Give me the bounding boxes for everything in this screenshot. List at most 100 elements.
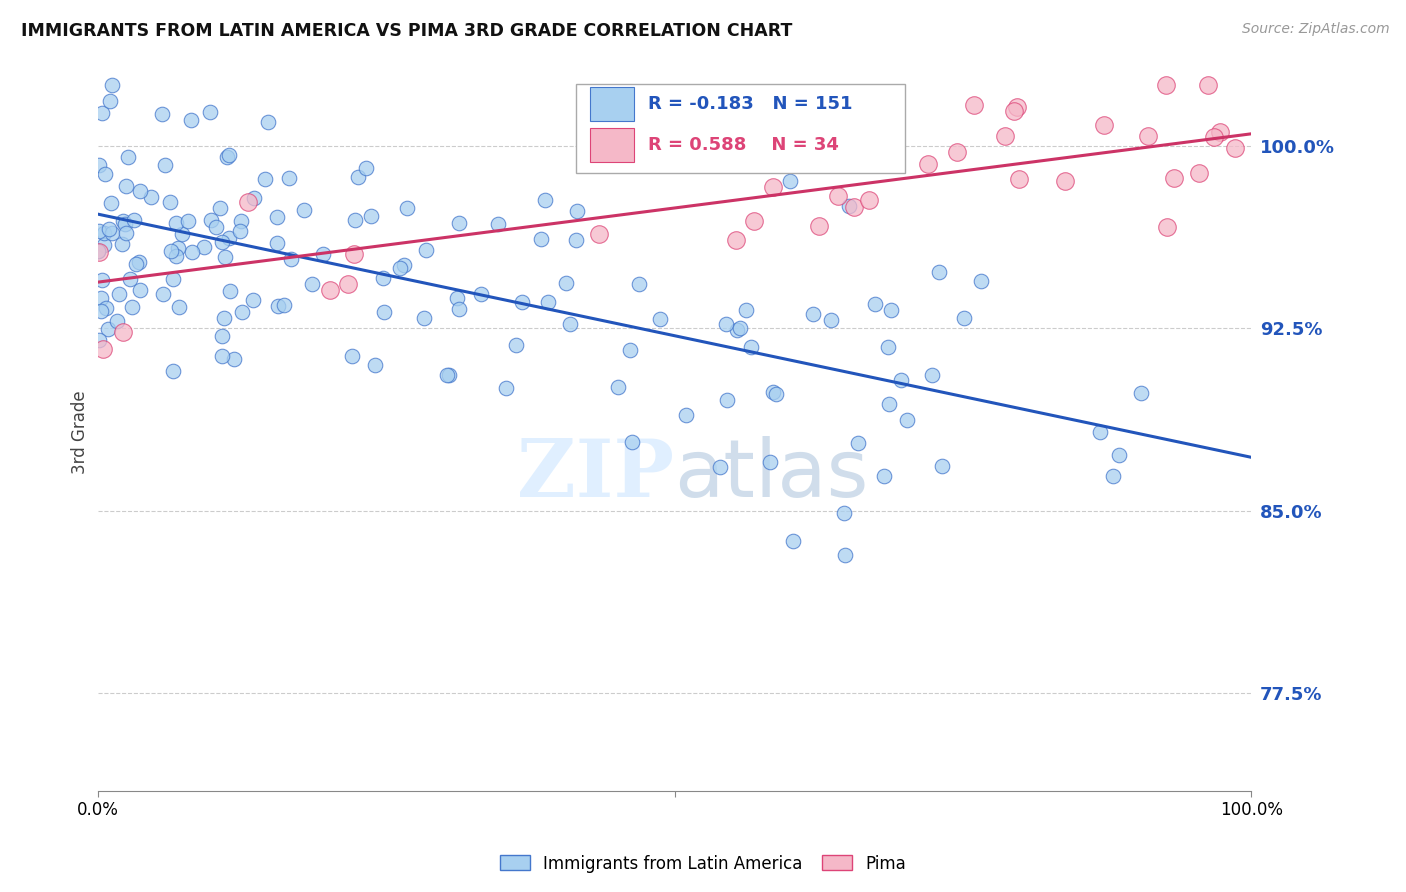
Point [716,318,738,332]
Point [87,224,110,238]
Point [86,244,108,258]
Point [838,199,860,213]
Point [565,204,588,219]
Point [373,304,395,318]
Point [90,106,112,120]
Point [1163,170,1185,185]
Point [1108,448,1130,462]
Point [208,201,231,215]
Point [266,235,288,250]
Point [94,301,117,315]
Point [170,227,193,242]
Point [716,392,738,407]
Point [211,349,233,363]
Point [890,373,912,387]
Point [740,340,762,354]
Point [91,273,114,287]
Point [242,191,264,205]
Point [167,300,190,314]
Point [725,323,748,337]
Point [360,209,382,223]
Point [177,214,200,228]
Point [437,368,460,383]
Point [1223,141,1246,155]
Point [124,257,146,271]
Point [1209,125,1232,139]
Point [111,214,134,228]
Point [873,468,896,483]
Point [834,549,856,563]
Point [880,302,903,317]
Text: R = 0.588    N = 34: R = 0.588 N = 34 [648,136,839,153]
Point [153,158,176,172]
Point [560,317,582,331]
Point [129,184,152,198]
Point [371,271,394,285]
Point [742,214,765,228]
Text: Source: ZipAtlas.com: Source: ZipAtlas.com [1241,22,1389,37]
Point [238,194,260,209]
Point [343,213,366,227]
Point [1008,171,1031,186]
Point [337,277,360,291]
Point [858,193,880,207]
Point [312,247,335,261]
Point [724,233,747,247]
Point [876,340,898,354]
Text: atlas: atlas [675,436,869,514]
Point [865,296,887,310]
Point [675,408,697,422]
Point [115,226,138,240]
Point [1092,118,1115,132]
Point [510,294,533,309]
Point [278,170,301,185]
Point [758,455,780,469]
Point [627,277,650,291]
Point [101,227,124,241]
Point [162,364,184,378]
Point [139,190,162,204]
Point [921,368,943,382]
Point [970,274,993,288]
Point [846,436,869,450]
Point [115,179,138,194]
Text: ZIP: ZIP [517,436,675,514]
Point [1101,469,1123,483]
Point [87,158,110,172]
Point [218,148,240,162]
Point [224,352,246,367]
FancyBboxPatch shape [591,87,634,121]
Point [301,277,323,291]
Point [273,298,295,312]
Point [728,321,751,335]
Point [505,338,527,352]
Point [554,276,576,290]
Point [896,413,918,427]
Point [100,195,122,210]
Point [165,249,187,263]
Point [114,217,136,231]
Point [319,283,342,297]
Point [121,300,143,314]
Point [152,287,174,301]
Point [436,368,458,382]
Point [211,235,233,250]
Point [392,258,415,272]
Point [111,236,134,251]
Point [112,325,135,339]
Point [212,310,235,325]
Point [1204,130,1226,145]
Point [801,307,824,321]
Point [200,104,222,119]
Point [808,219,831,234]
Point [218,285,240,299]
Point [105,313,128,327]
Point [343,247,366,261]
Point [495,381,517,395]
Point [1130,385,1153,400]
Point [218,231,240,245]
Point [946,145,969,160]
Point [217,149,239,163]
Point [200,213,222,227]
Point [229,224,252,238]
